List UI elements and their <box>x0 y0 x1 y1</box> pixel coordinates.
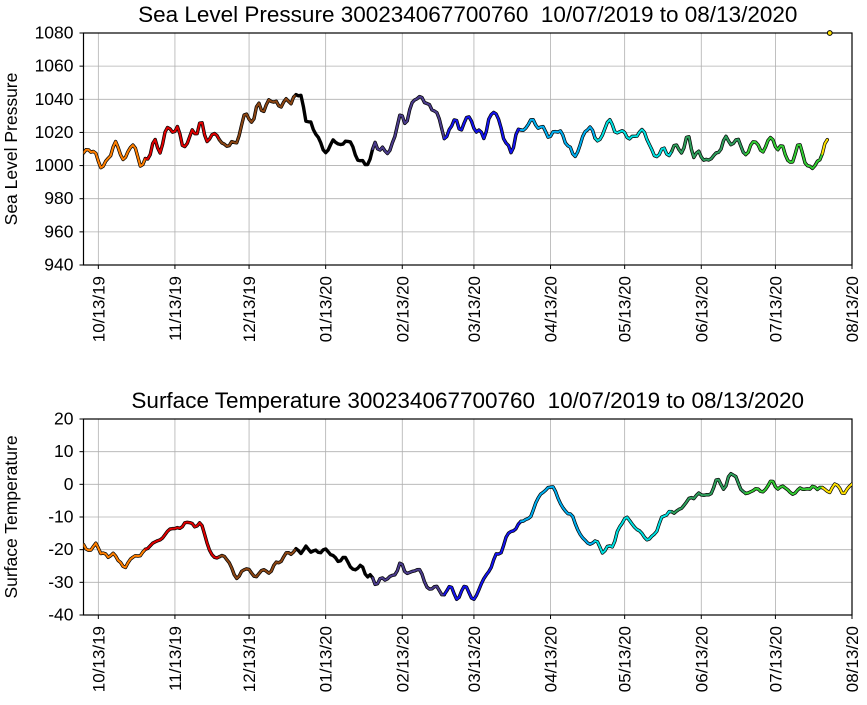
svg-text:05/13/20: 05/13/20 <box>616 626 635 692</box>
svg-text:1080: 1080 <box>35 23 74 43</box>
svg-text:Surface Temperature: Surface Temperature <box>1 435 21 598</box>
svg-text:Sea Level Pressure 30023406770: Sea Level Pressure 300234067700760 10/07… <box>138 2 797 27</box>
svg-text:05/13/20: 05/13/20 <box>616 276 635 342</box>
svg-text:04/13/20: 04/13/20 <box>542 276 561 342</box>
svg-text:-40: -40 <box>48 605 74 625</box>
svg-text:07/13/20: 07/13/20 <box>766 276 785 342</box>
svg-text:01/13/20: 01/13/20 <box>317 626 336 692</box>
svg-text:08/13/20: 08/13/20 <box>843 276 862 342</box>
svg-text:12/13/19: 12/13/19 <box>240 626 259 692</box>
svg-text:02/13/20: 02/13/20 <box>393 626 412 692</box>
svg-text:11/13/19: 11/13/19 <box>166 626 185 691</box>
svg-text:10: 10 <box>54 441 74 461</box>
svg-text:10/13/19: 10/13/19 <box>89 626 108 692</box>
svg-text:03/13/20: 03/13/20 <box>465 276 484 342</box>
svg-text:06/13/20: 06/13/20 <box>692 626 711 692</box>
svg-text:-20: -20 <box>48 539 74 559</box>
svg-text:0: 0 <box>64 474 74 494</box>
svg-text:02/13/20: 02/13/20 <box>393 276 412 342</box>
svg-text:03/13/20: 03/13/20 <box>465 626 484 692</box>
svg-text:04/13/20: 04/13/20 <box>542 626 561 692</box>
svg-text:1040: 1040 <box>35 89 74 109</box>
svg-text:-30: -30 <box>48 572 74 592</box>
svg-text:-10: -10 <box>48 507 74 527</box>
svg-text:1000: 1000 <box>35 155 74 175</box>
svg-text:1020: 1020 <box>35 122 74 142</box>
svg-text:1060: 1060 <box>35 56 74 76</box>
svg-text:12/13/19: 12/13/19 <box>240 276 259 342</box>
svg-text:960: 960 <box>44 221 73 241</box>
svg-text:Sea Level Pressure: Sea Level Pressure <box>1 73 21 226</box>
svg-text:07/13/20: 07/13/20 <box>766 626 785 692</box>
svg-text:06/13/20: 06/13/20 <box>692 276 711 342</box>
svg-text:20: 20 <box>54 409 74 429</box>
svg-text:Surface Temperature 3002340677: Surface Temperature 300234067700760 10/0… <box>131 388 804 413</box>
svg-text:940: 940 <box>44 255 73 275</box>
svg-text:08/13/20: 08/13/20 <box>843 626 862 692</box>
svg-text:11/13/19: 11/13/19 <box>166 276 185 341</box>
svg-text:980: 980 <box>44 188 73 208</box>
svg-text:01/13/20: 01/13/20 <box>317 276 336 342</box>
svg-text:10/13/19: 10/13/19 <box>89 276 108 342</box>
